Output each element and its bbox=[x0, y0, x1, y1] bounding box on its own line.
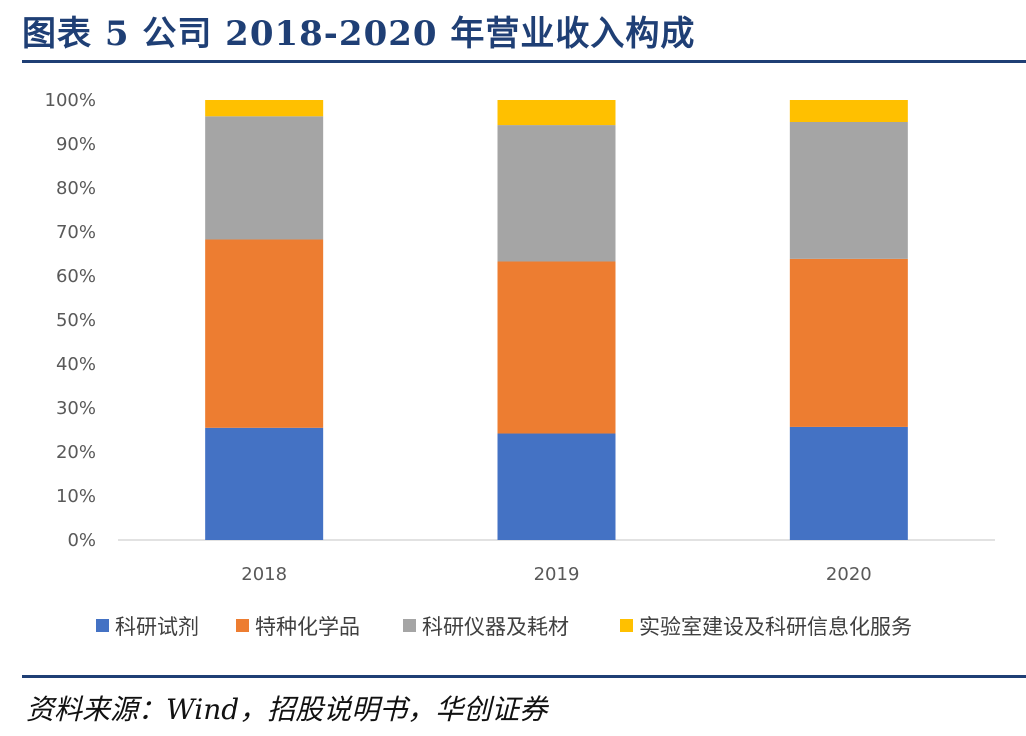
legend-label: 科研试剂 bbox=[115, 615, 199, 639]
legend-swatch bbox=[236, 619, 249, 632]
y-tick-label: 60% bbox=[56, 266, 96, 287]
bar-2018-series-1 bbox=[205, 427, 324, 540]
bars bbox=[205, 100, 908, 540]
x-tick-label: 2020 bbox=[826, 564, 872, 585]
bar-2019-series-1 bbox=[497, 433, 616, 540]
bar-2020-series-3 bbox=[789, 122, 908, 259]
y-axis-ticks: 0% 10% 20% 30% 40% 50% 60% 70% 80% 90% 100% bbox=[45, 90, 96, 551]
bar-2020-series-2 bbox=[789, 258, 908, 427]
y-tick-label: 0% bbox=[67, 530, 96, 551]
bar-2018-series-4 bbox=[205, 100, 324, 117]
y-tick-label: 50% bbox=[56, 310, 96, 331]
legend-label: 特种化学品 bbox=[255, 615, 360, 639]
legend-label: 实验室建设及科研信息化服务 bbox=[639, 615, 912, 639]
legend-swatch bbox=[620, 619, 633, 632]
y-tick-label: 90% bbox=[56, 134, 96, 155]
bar-2019-series-4 bbox=[497, 100, 616, 126]
legend: 科研试剂 特种化学品 科研仪器及耗材 实验室建设及科研信息化服务 bbox=[96, 615, 912, 639]
stacked-bar-chart: 0%10%20%30%40%50%60%70%80%90%100% 2018 20… bbox=[45, 90, 995, 639]
bar-2018-series-3 bbox=[205, 116, 324, 240]
y-tick-label: 40% bbox=[56, 354, 96, 375]
legend-swatch bbox=[96, 619, 109, 632]
x-axis-ticks: 2018 2019 2020 bbox=[241, 564, 871, 585]
y-tick-label: 10% bbox=[56, 486, 96, 507]
y-tick-label: 20% bbox=[56, 442, 96, 463]
chart-title: 图表 5 公司 2018-2020 年营业收入构成 bbox=[22, 14, 696, 54]
bar-2018-series-2 bbox=[205, 239, 324, 428]
footer-divider bbox=[22, 675, 1026, 678]
x-tick-label: 2019 bbox=[534, 564, 580, 585]
y-tick-label: 30% bbox=[56, 398, 96, 419]
legend-label: 科研仪器及耗材 bbox=[422, 615, 569, 639]
bar-2020-series-1 bbox=[789, 426, 908, 540]
bar-2019-series-3 bbox=[497, 125, 616, 262]
bar-2019-series-2 bbox=[497, 261, 616, 434]
source-note: 资料来源：Wind，招股说明书，华创证券 bbox=[26, 693, 548, 726]
legend-swatch bbox=[403, 619, 416, 632]
y-tick-label: 70% bbox=[56, 222, 96, 243]
bar-2020-series-4 bbox=[789, 100, 908, 122]
y-tick-label: 100% bbox=[45, 90, 96, 111]
x-tick-label: 2018 bbox=[241, 564, 287, 585]
y-tick-label: 80% bbox=[56, 178, 96, 199]
title-divider bbox=[22, 60, 1026, 63]
